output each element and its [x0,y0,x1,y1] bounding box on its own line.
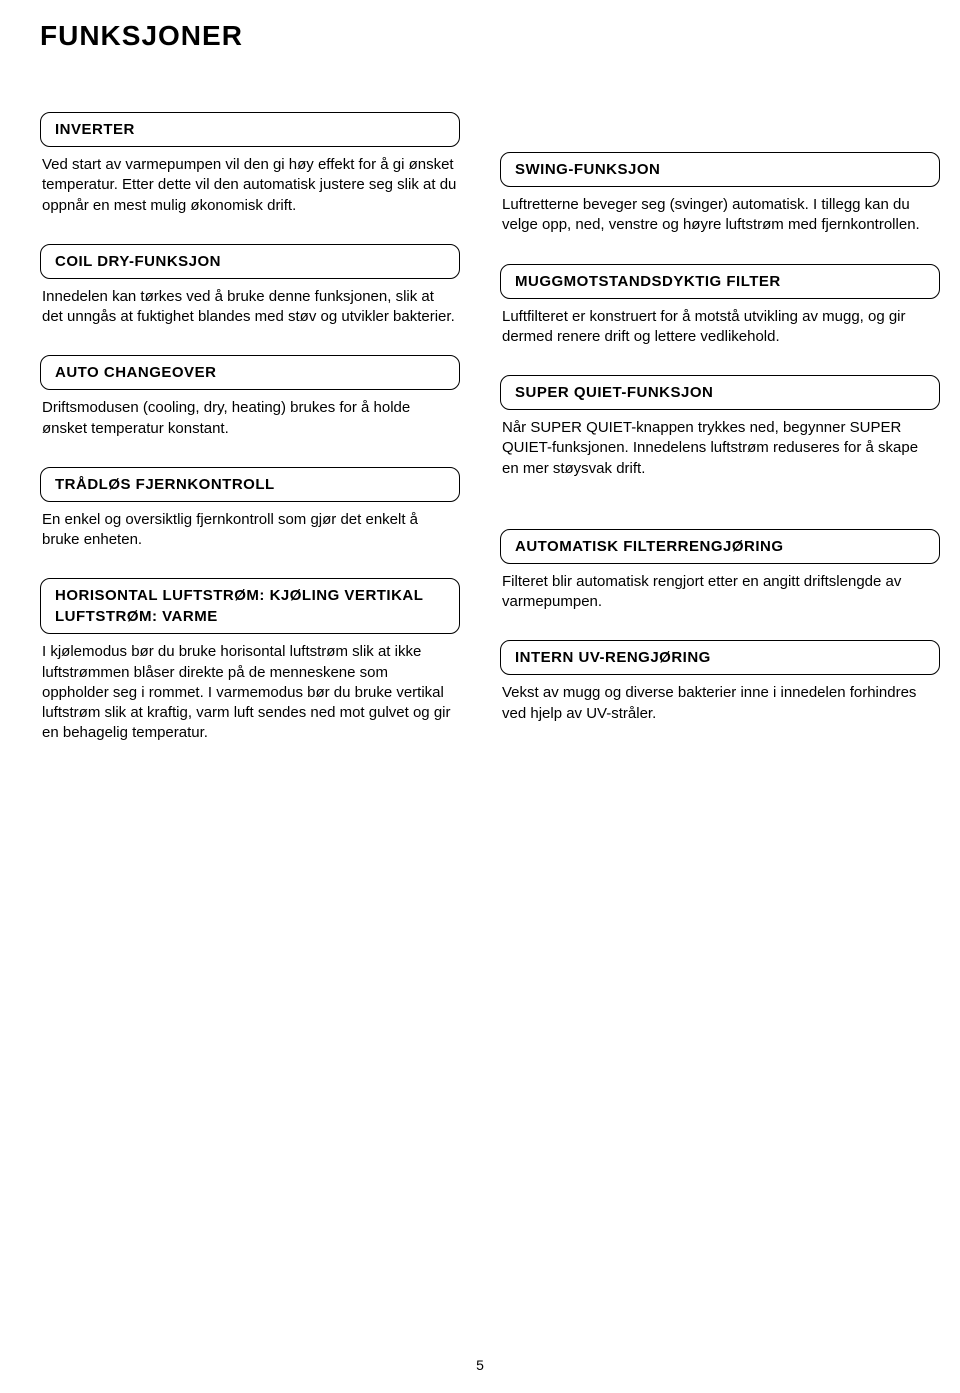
feature-body: Vekst av mugg og diverse bakterier inne … [500,683,940,724]
feature-heading: SUPER QUIET-FUNKSJON [500,375,940,410]
feature-body: Filteret blir automatisk rengjort etter … [500,572,940,613]
feature-body: Driftsmodusen (cooling, dry, heating) br… [40,398,460,439]
columns-container: INVERTER Ved start av varmepumpen vil de… [40,112,920,772]
feature-uv-clean: INTERN UV-RENGJØRING Vekst av mugg og di… [500,640,940,724]
feature-heading: INVERTER [40,112,460,147]
feature-body: Når SUPER QUIET-knappen trykkes ned, beg… [500,418,940,479]
feature-heading: AUTOMATISK FILTERRENGJØRING [500,529,940,564]
feature-swing: SWING-FUNKSJON Luftretterne beveger seg … [500,152,940,236]
page-title: FUNKSJONER [40,20,920,52]
feature-heading: AUTO CHANGEOVER [40,355,460,390]
page-number: 5 [476,1357,484,1373]
feature-body: Luftretterne beveger seg (svinger) autom… [500,195,940,236]
feature-body: Luftfilteret er konstruert for å motstå … [500,307,940,348]
feature-wireless-remote: TRÅDLØS FJERNKONTROLL En enkel og oversi… [40,467,460,551]
feature-airflow: HORISONTAL LUFTSTRØM: KJØLING VERTIKAL L… [40,578,460,743]
feature-body: Innedelen kan tørkes ved å bruke denne f… [40,287,460,328]
right-column: SWING-FUNKSJON Luftretterne beveger seg … [500,152,940,772]
feature-heading: MUGGMOTSTANDSDYKTIG FILTER [500,264,940,299]
feature-heading: COIL DRY-FUNKSJON [40,244,460,279]
feature-heading: TRÅDLØS FJERNKONTROLL [40,467,460,502]
feature-heading: SWING-FUNKSJON [500,152,940,187]
feature-auto-changeover: AUTO CHANGEOVER Driftsmodusen (cooling, … [40,355,460,439]
feature-inverter: INVERTER Ved start av varmepumpen vil de… [40,112,460,216]
feature-auto-filter-clean: AUTOMATISK FILTERRENGJØRING Filteret bli… [500,529,940,613]
feature-body: I kjølemodus bør du bruke horisontal luf… [40,642,460,743]
feature-body: Ved start av varmepumpen vil den gi høy … [40,155,460,216]
feature-heading: HORISONTAL LUFTSTRØM: KJØLING VERTIKAL L… [40,578,460,634]
feature-coil-dry: COIL DRY-FUNKSJON Innedelen kan tørkes v… [40,244,460,328]
feature-super-quiet: SUPER QUIET-FUNKSJON Når SUPER QUIET-kna… [500,375,940,479]
feature-body: En enkel og oversiktlig fjernkontroll so… [40,510,460,551]
left-column: INVERTER Ved start av varmepumpen vil de… [40,112,460,772]
feature-heading: INTERN UV-RENGJØRING [500,640,940,675]
feature-mold-filter: MUGGMOTSTANDSDYKTIG FILTER Luftfilteret … [500,264,940,348]
